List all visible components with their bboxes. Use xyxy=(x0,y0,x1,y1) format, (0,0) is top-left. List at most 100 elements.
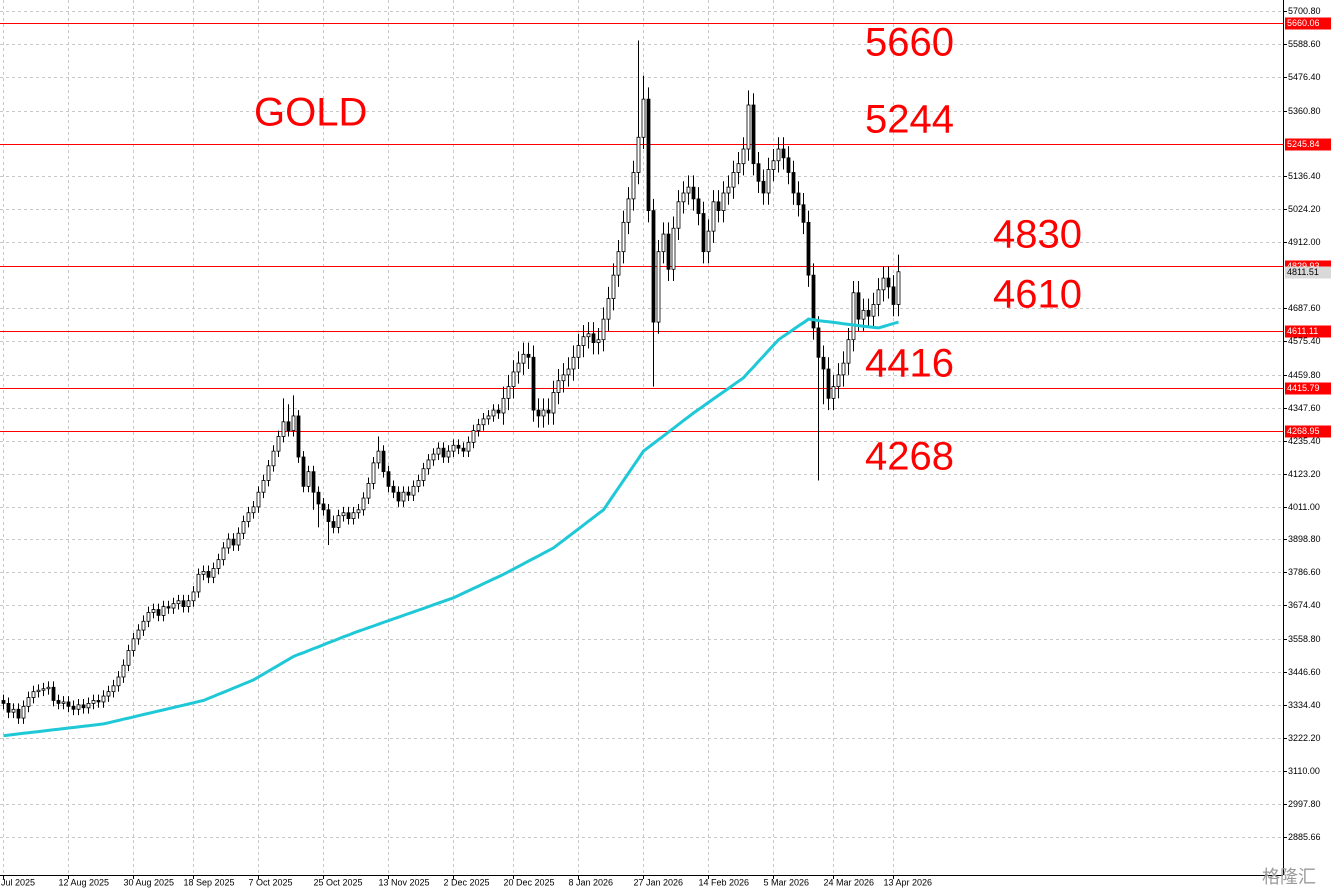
candle-body xyxy=(501,397,506,414)
candle-body xyxy=(786,157,791,173)
candle-body xyxy=(16,708,21,719)
y-tick-label: 5136.40 xyxy=(1288,171,1321,181)
candle-body xyxy=(631,172,636,200)
candle-body xyxy=(811,274,816,329)
candle-body xyxy=(791,172,796,194)
candle-body xyxy=(656,251,661,323)
candle-body xyxy=(651,210,656,323)
candle-body xyxy=(376,450,381,464)
price-tag-label: 4811.51 xyxy=(1287,267,1319,277)
candle-body xyxy=(546,409,551,414)
candle-body xyxy=(511,371,516,388)
y-tick-label: 4575.40 xyxy=(1288,336,1321,346)
level-tag-label: 4268.95 xyxy=(1287,426,1320,436)
y-tick-label: 3110.00 xyxy=(1288,766,1320,776)
candle-body xyxy=(576,345,581,358)
candle-body xyxy=(616,251,621,276)
candle-body xyxy=(726,186,731,194)
candle-body xyxy=(881,277,886,291)
y-tick-label: 3898.80 xyxy=(1288,534,1321,544)
candle-body xyxy=(441,447,446,458)
candle-body xyxy=(471,430,476,443)
level-tag-label: 4829.93 xyxy=(1287,261,1320,271)
candle-body xyxy=(96,700,101,703)
y-tick-label: 4011.00 xyxy=(1288,502,1320,512)
candle-body xyxy=(846,339,851,364)
candle-body xyxy=(696,198,701,214)
x-tick-label: 25 Oct 2025 xyxy=(314,877,363,887)
candle-body xyxy=(731,172,736,188)
level-tag xyxy=(1285,382,1331,395)
candle-body xyxy=(476,424,481,432)
candle-body xyxy=(526,353,531,358)
candle-body xyxy=(861,309,866,320)
candle-body xyxy=(646,98,651,212)
candle-body xyxy=(831,386,836,399)
candle-body xyxy=(896,271,901,305)
level-annotation: 5244 xyxy=(865,98,954,142)
x-tick-label: 24 Mar 2026 xyxy=(824,877,875,887)
x-tick-label: 18 Sep 2025 xyxy=(184,877,235,887)
candle-body xyxy=(291,415,296,432)
candle-body xyxy=(856,292,861,320)
candle-body xyxy=(821,356,826,370)
candle-body xyxy=(491,409,496,417)
y-tick-label: 5588.60 xyxy=(1288,39,1321,49)
candle-body xyxy=(551,392,556,414)
candle-body xyxy=(401,491,406,502)
candle-body xyxy=(201,571,206,575)
candle-body xyxy=(366,483,371,499)
candle-body xyxy=(456,444,461,449)
candle-body xyxy=(641,98,646,138)
candle-body xyxy=(331,521,336,528)
candle-body xyxy=(451,444,456,452)
candle-body xyxy=(266,465,271,481)
candle-body xyxy=(81,704,86,709)
candle-body xyxy=(506,386,511,399)
candle-body xyxy=(781,148,786,159)
candle-body xyxy=(841,362,846,376)
candle-body xyxy=(486,415,491,420)
candle-body xyxy=(141,620,146,631)
candle-body xyxy=(36,689,41,693)
x-tick-label: 7 Oct 2025 xyxy=(249,877,293,887)
candle-body xyxy=(741,148,746,165)
candle-body xyxy=(251,506,256,514)
level-annotation: 4268 xyxy=(865,435,954,479)
candle-body xyxy=(746,104,751,150)
candle-body xyxy=(336,515,341,528)
level-annotation: 4416 xyxy=(865,342,954,386)
candle-body xyxy=(496,409,501,414)
candle-body xyxy=(771,160,776,170)
candle-body xyxy=(46,686,51,690)
candles xyxy=(1,40,901,724)
y-tick-label: 3558.80 xyxy=(1288,634,1321,644)
candle-body xyxy=(271,450,276,467)
candle-body xyxy=(736,163,741,173)
candle-body xyxy=(86,703,91,709)
x-tick-label: 20 Dec 2025 xyxy=(504,877,555,887)
candle-body xyxy=(681,192,686,203)
candle-body xyxy=(321,503,326,511)
candle-body xyxy=(876,289,881,305)
candle-body xyxy=(886,277,891,288)
candle-body xyxy=(166,606,171,609)
candle-body xyxy=(136,629,141,640)
candle-body xyxy=(871,304,876,317)
candle-body xyxy=(11,708,16,713)
candle-body xyxy=(481,418,486,426)
candle-body xyxy=(216,559,221,569)
candle-body xyxy=(516,362,521,373)
y-tick-label: 4347.60 xyxy=(1288,403,1321,413)
x-tick-label: 27 Jan 2026 xyxy=(634,877,684,887)
y-tick-label: 5360.80 xyxy=(1288,106,1321,116)
candle-body xyxy=(131,638,136,652)
candle-body xyxy=(231,538,236,546)
x-tick-label: 8 Jan 2026 xyxy=(569,877,614,887)
price-tag xyxy=(1285,266,1331,279)
candle-body xyxy=(1,700,6,704)
candle-body xyxy=(711,201,716,232)
candle-body xyxy=(796,192,801,206)
candle-body xyxy=(531,356,536,411)
candle-body xyxy=(316,491,321,505)
